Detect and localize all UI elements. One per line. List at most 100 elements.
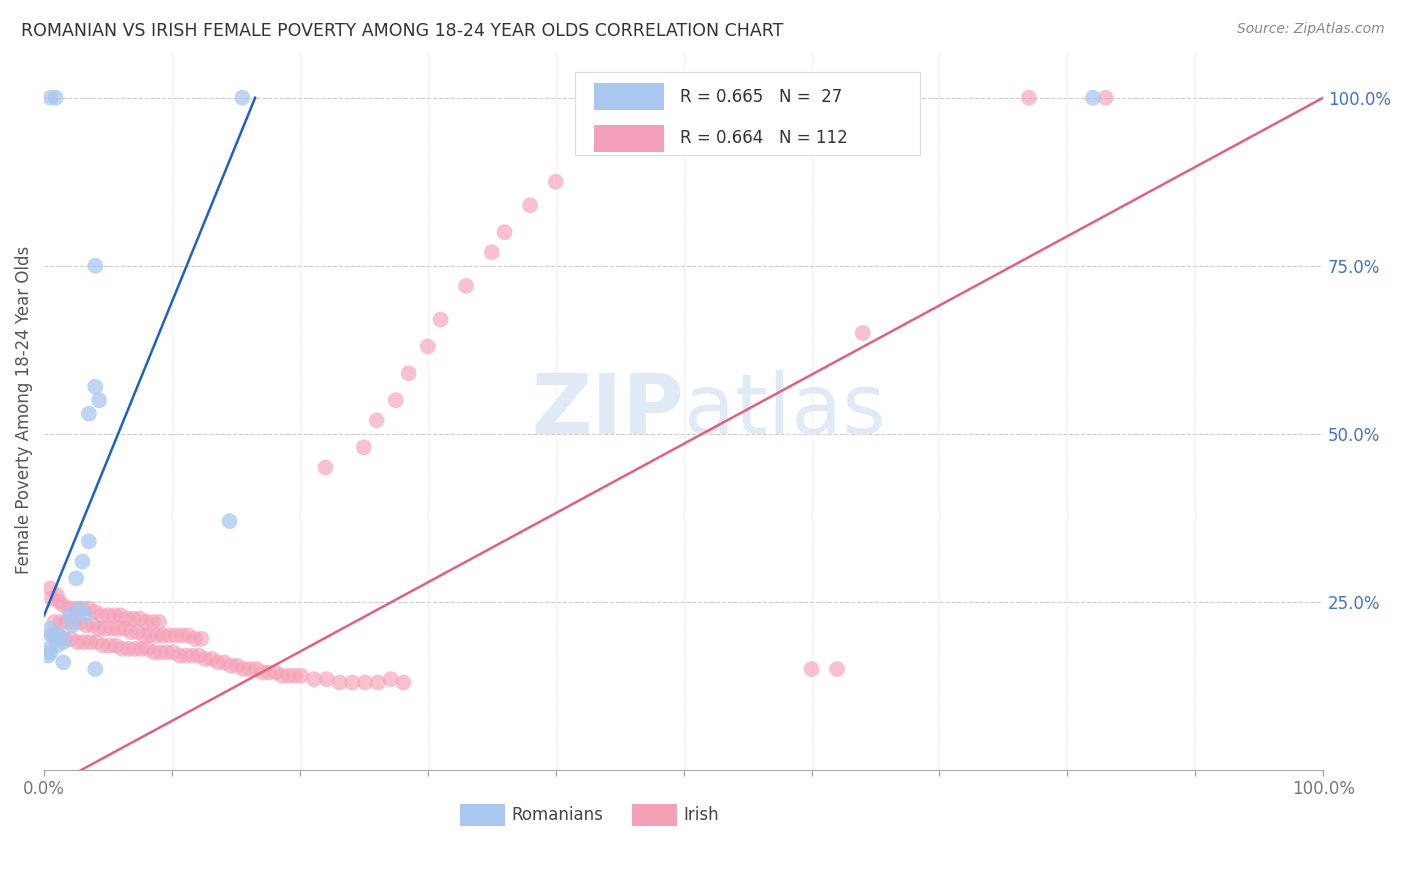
Point (73, 635, 96, 649)
Point (172, 628, 194, 642)
FancyBboxPatch shape (460, 805, 505, 826)
Point (48, 628, 70, 642)
Point (65, 571, 87, 585)
Point (52, 635, 75, 649)
FancyBboxPatch shape (633, 805, 678, 826)
Point (825, 662, 848, 676)
Point (91, 639, 114, 653)
Point (77, 534, 100, 549)
Point (131, 641, 153, 656)
Point (79, 635, 101, 649)
Point (519, 198, 541, 212)
Point (800, 662, 823, 676)
Point (184, 632, 207, 646)
Point (1094, 91, 1116, 105)
Point (416, 339, 439, 353)
Point (59, 632, 82, 646)
Point (37, 648, 59, 663)
Point (98, 639, 121, 653)
Point (1018, 91, 1040, 105)
Point (86, 635, 108, 649)
Point (544, 175, 567, 189)
Point (354, 675, 377, 690)
Point (122, 612, 145, 626)
Point (290, 669, 312, 683)
Point (1081, 91, 1104, 105)
Point (87, 393, 110, 408)
Point (117, 612, 139, 626)
Text: R = 0.665   N =  27: R = 0.665 N = 27 (679, 87, 842, 106)
Point (315, 460, 337, 475)
Point (257, 665, 280, 680)
Point (456, 279, 478, 293)
Point (48, 595, 70, 609)
Point (139, 628, 162, 642)
Point (65, 601, 87, 615)
Point (181, 648, 204, 663)
Point (103, 608, 125, 623)
Point (38, 641, 60, 656)
Point (353, 440, 375, 454)
Point (252, 665, 274, 680)
Point (145, 628, 167, 642)
Point (380, 672, 402, 686)
Point (218, 514, 240, 528)
Point (97, 608, 120, 623)
Point (66, 635, 89, 649)
Point (366, 413, 388, 427)
Point (159, 628, 181, 642)
Point (75, 618, 97, 632)
Point (219, 658, 242, 673)
Point (284, 669, 307, 683)
Point (190, 632, 212, 646)
Point (226, 658, 249, 673)
Point (165, 628, 187, 642)
Point (84, 259, 107, 273)
Point (169, 648, 191, 663)
Point (72, 555, 94, 569)
Point (41, 628, 63, 642)
Point (398, 367, 420, 381)
Point (271, 669, 294, 683)
Point (59, 601, 82, 615)
Point (52, 599, 75, 613)
Point (82, 618, 104, 632)
Point (367, 675, 389, 690)
Point (142, 615, 165, 629)
Point (156, 645, 179, 659)
Text: ZIP: ZIP (531, 370, 683, 450)
Point (94, 622, 117, 636)
Point (52, 656, 75, 670)
Point (865, 91, 887, 105)
Text: Irish: Irish (683, 806, 720, 824)
Point (69, 601, 91, 615)
Point (852, 326, 875, 340)
Point (494, 225, 516, 239)
Point (207, 656, 229, 670)
Point (39, 582, 62, 596)
Point (245, 662, 267, 676)
Point (135, 615, 157, 629)
Point (124, 641, 146, 656)
Point (46, 628, 69, 642)
Point (149, 645, 172, 659)
Point (84, 662, 107, 676)
Point (111, 641, 134, 656)
Point (162, 645, 184, 659)
Point (143, 645, 166, 659)
Point (44, 615, 66, 629)
Point (201, 652, 224, 666)
Point (73, 608, 96, 623)
Point (60, 618, 83, 632)
Point (72, 601, 94, 615)
Point (59, 608, 82, 623)
Point (41, 591, 63, 606)
Point (84, 380, 107, 394)
Point (148, 615, 170, 629)
Point (87, 622, 110, 636)
Point (136, 641, 159, 656)
Point (239, 662, 262, 676)
Point (77, 601, 100, 615)
Text: ROMANIAN VS IRISH FEMALE POVERTY AMONG 18-24 YEAR OLDS CORRELATION CHART: ROMANIAN VS IRISH FEMALE POVERTY AMONG 1… (21, 22, 783, 40)
Point (231, 91, 253, 105)
